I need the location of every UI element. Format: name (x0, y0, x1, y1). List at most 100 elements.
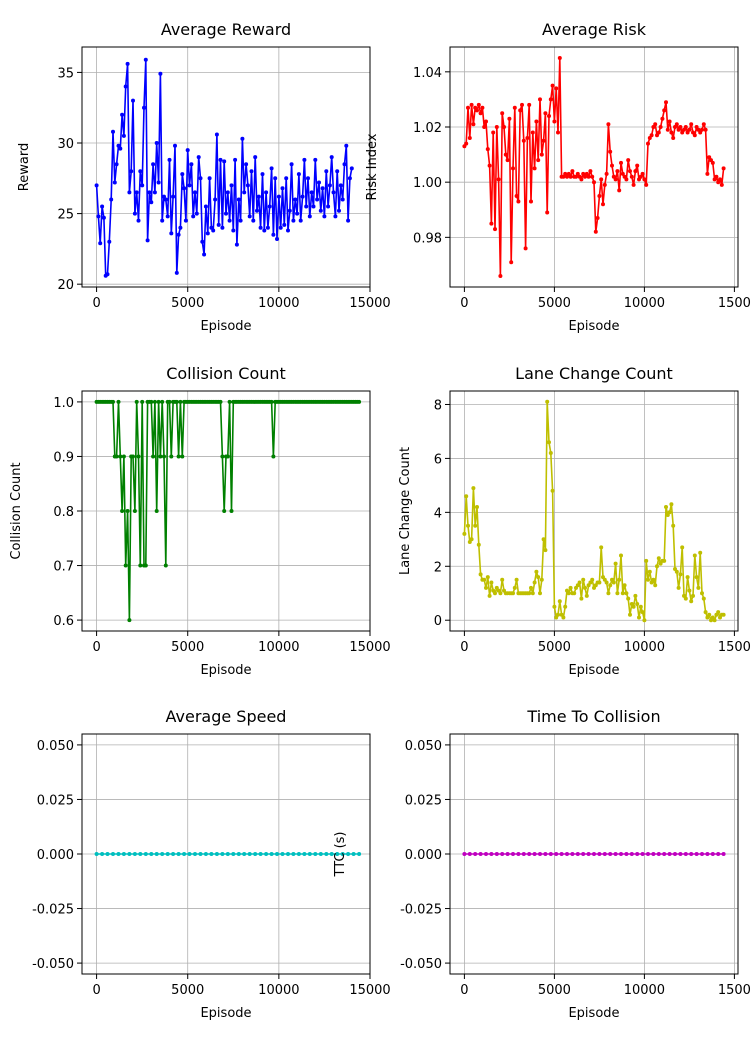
data-point (491, 130, 496, 135)
x-tick-label: 0 (460, 640, 468, 655)
data-point (716, 852, 721, 856)
data-point (548, 852, 553, 856)
data-point (282, 222, 287, 227)
data-point (505, 158, 510, 163)
data-point (302, 852, 307, 856)
data-point (498, 274, 503, 278)
data-point (127, 852, 132, 856)
data-point (240, 136, 245, 141)
data-point (198, 852, 203, 856)
data-point (667, 852, 672, 856)
data-point (136, 454, 141, 459)
data-point (718, 177, 722, 182)
data-point (296, 172, 301, 177)
data-point (534, 569, 539, 574)
data-point (610, 163, 614, 168)
data-point (608, 149, 613, 154)
data-point (557, 599, 562, 604)
data-point (498, 591, 503, 596)
data-point (318, 208, 323, 213)
data-point (698, 550, 703, 555)
data-point (473, 852, 478, 856)
data-point (286, 852, 290, 856)
data-point (327, 183, 332, 188)
data-point (347, 176, 352, 181)
data-point (613, 852, 618, 856)
data-point (665, 127, 670, 132)
data-point (538, 97, 542, 102)
y-tick-label: -0.050 (400, 957, 442, 972)
y-tick-label: 0 (434, 614, 442, 629)
data-point (511, 591, 515, 596)
data-point (489, 221, 494, 226)
data-point (296, 852, 301, 856)
data-point (258, 852, 263, 856)
data-point (265, 225, 270, 230)
data-point (247, 852, 252, 856)
data-point (353, 0, 357, 2)
data-point (324, 852, 329, 856)
data-point (160, 852, 165, 856)
data-point (694, 852, 699, 856)
data-point (209, 852, 214, 856)
y-axis-label: Lane Change Count (398, 447, 413, 575)
data-point (694, 575, 699, 580)
data-point (604, 580, 609, 585)
data-point (121, 454, 126, 459)
data-point (271, 232, 276, 237)
data-point (502, 125, 506, 129)
data-point (183, 218, 188, 223)
data-point (216, 222, 221, 227)
data-point (692, 553, 697, 558)
data-point (689, 852, 694, 856)
data-point (554, 852, 559, 856)
data-point (227, 218, 232, 223)
data-point (129, 169, 134, 174)
data-point (236, 852, 241, 856)
data-point (667, 119, 672, 124)
data-point (289, 162, 294, 167)
data-point (656, 130, 661, 135)
data-point (705, 171, 710, 176)
data-point (631, 604, 636, 609)
data-point (512, 105, 517, 110)
data-point (602, 852, 607, 856)
data-point (189, 162, 194, 167)
data-point (548, 97, 553, 102)
data-point (604, 171, 609, 176)
data-point (541, 537, 546, 542)
data-point (700, 591, 704, 596)
data-point (349, 166, 354, 171)
data-point (200, 239, 205, 244)
data-point (586, 174, 591, 179)
data-point (712, 618, 717, 623)
data-point (487, 163, 492, 168)
data-point (154, 141, 159, 145)
data-point (678, 125, 683, 129)
data-point (592, 852, 596, 856)
chart-title: Average Speed (166, 707, 287, 726)
data-point (475, 108, 479, 113)
data-point (532, 166, 537, 171)
y-tick-label: 35 (57, 66, 74, 81)
data-point (220, 454, 225, 459)
data-point (471, 486, 476, 491)
data-point (484, 119, 488, 124)
data-point (550, 488, 555, 493)
y-tick-label: -0.050 (32, 957, 74, 972)
x-tick-label: 10000 (624, 983, 665, 998)
data-point (637, 615, 641, 620)
data-point (676, 585, 681, 590)
data-point (478, 852, 483, 856)
data-point (300, 194, 305, 199)
data-point (613, 561, 618, 566)
data-point (326, 204, 331, 209)
data-point (256, 194, 261, 199)
data-point (337, 208, 341, 213)
data-point (207, 176, 212, 181)
data-point (640, 852, 645, 856)
data-point (487, 593, 492, 598)
data-point (511, 166, 515, 171)
data-point (642, 618, 647, 623)
